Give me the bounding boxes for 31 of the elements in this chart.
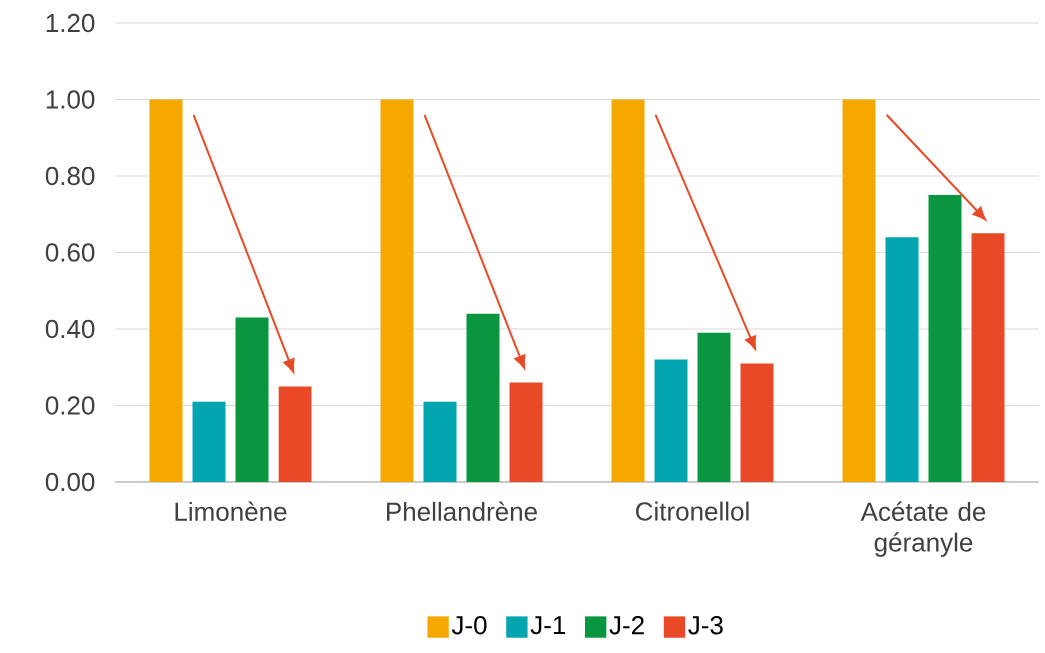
bar	[149, 99, 183, 482]
legend-label: J-1	[530, 616, 566, 635]
legend-label: J-0	[451, 616, 487, 635]
bar	[235, 317, 269, 482]
bar	[611, 99, 645, 482]
bar	[971, 233, 1005, 482]
bar	[423, 401, 457, 482]
bar	[928, 195, 962, 482]
x-tick-label: Citronellol	[636, 501, 749, 521]
bar	[654, 359, 688, 482]
x-tick-label: Phellandrène	[387, 501, 537, 521]
y-tick-label: 0.00	[45, 472, 95, 492]
x-tick-label: Acétate de géranyle	[860, 501, 986, 557]
bar	[466, 313, 500, 482]
bar	[278, 386, 312, 482]
y-tick-label: 1.00	[46, 90, 95, 109]
legend-label: J-3	[688, 616, 723, 635]
bar	[380, 99, 414, 482]
bar	[740, 363, 774, 482]
legend-label: J-2	[609, 616, 644, 635]
bar	[192, 401, 226, 482]
y-tick-label: 0.60	[45, 243, 95, 262]
y-tick-label: 0.80	[45, 166, 95, 186]
y-tick-label: 1.20	[46, 13, 95, 33]
bar	[509, 382, 543, 482]
bar	[697, 332, 731, 482]
y-tick-label: 0.20	[45, 396, 95, 415]
bar	[885, 237, 919, 482]
bar	[842, 99, 876, 482]
x-tick-label: Limonène	[175, 501, 287, 521]
y-tick-label: 0.40	[45, 319, 95, 339]
